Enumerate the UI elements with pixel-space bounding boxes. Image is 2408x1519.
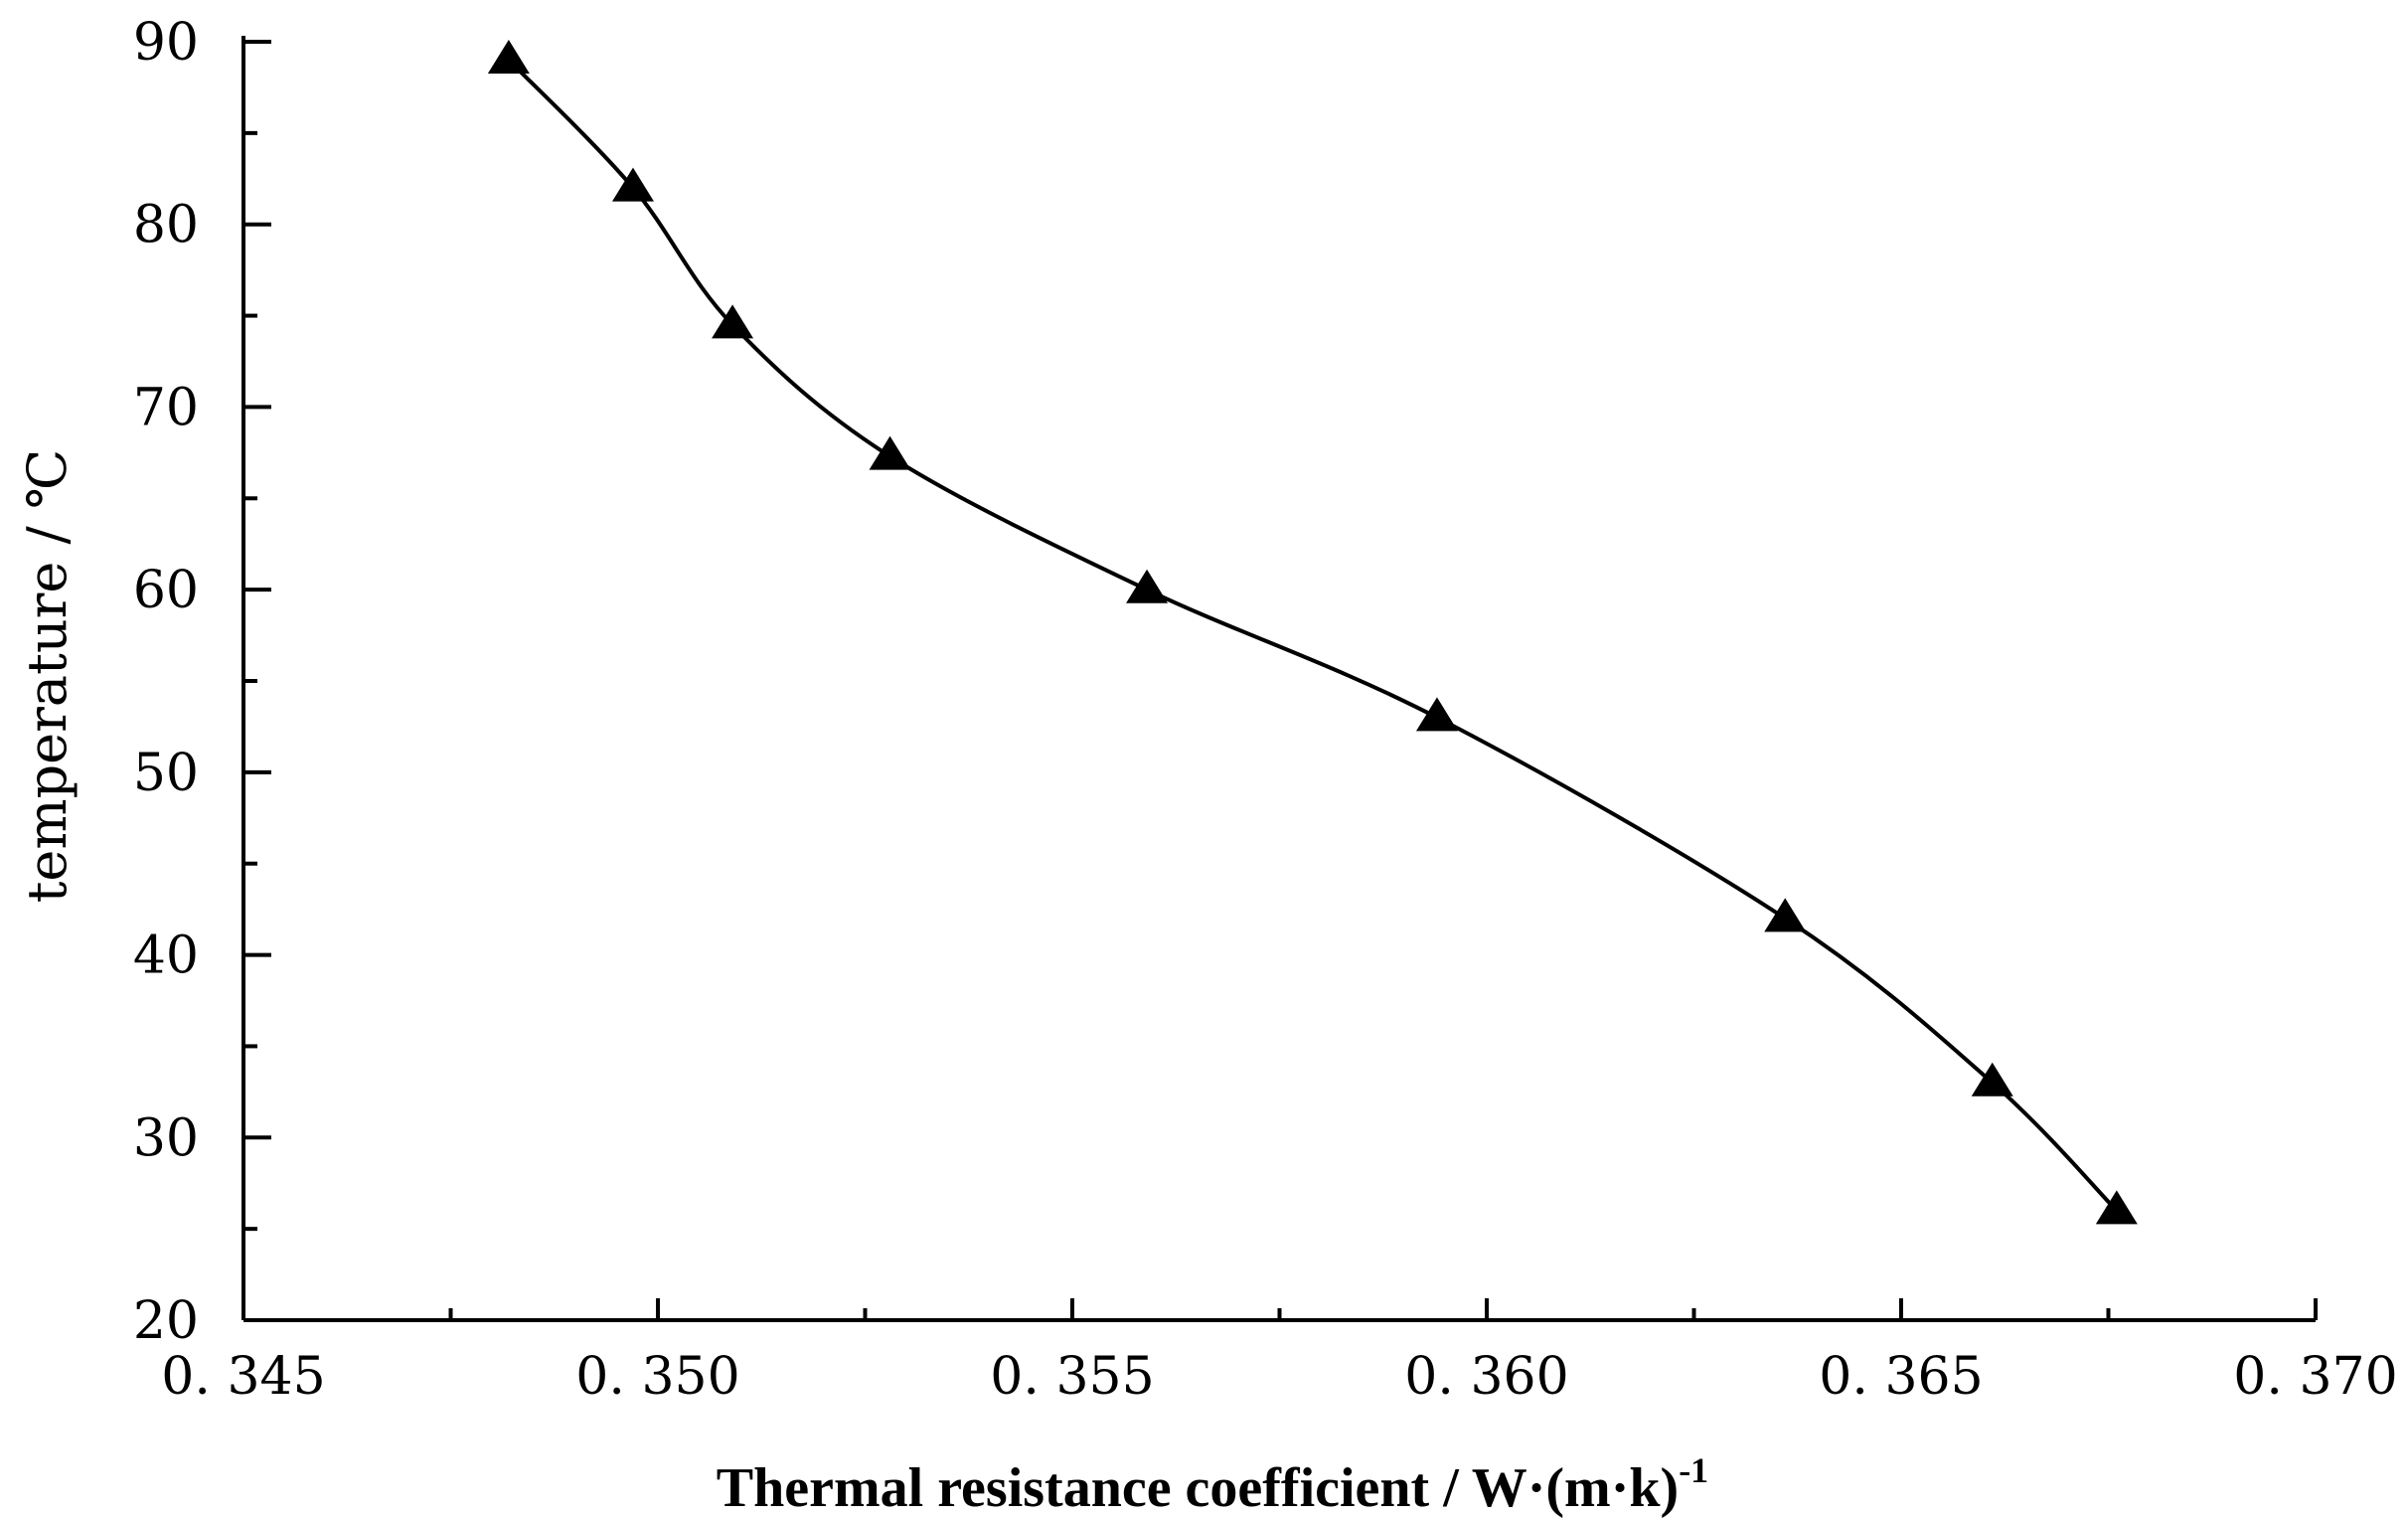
- data-point-marker: [1764, 898, 1807, 932]
- x-tick-label: 0. 365: [1819, 1347, 1983, 1407]
- markers: [487, 39, 2138, 1225]
- y-tick-label: 50: [133, 744, 199, 803]
- y-tick-label: 20: [133, 1291, 199, 1351]
- data-point-marker: [611, 167, 654, 202]
- x-tick-label: 0. 355: [990, 1347, 1154, 1407]
- y-tick-label: 40: [133, 927, 199, 986]
- data-point-marker: [1971, 1062, 2013, 1097]
- axes: [241, 36, 2316, 1322]
- x-tick-label: 0. 360: [1404, 1347, 1568, 1407]
- data-point-marker: [712, 304, 754, 339]
- y-tick-label: 60: [133, 561, 199, 620]
- x-tick-label: 0. 370: [2233, 1347, 2397, 1407]
- ticks: [241, 40, 2318, 1322]
- y-axis-title: temperature / ℃: [16, 449, 79, 904]
- x-tick-label: 0. 345: [161, 1347, 325, 1407]
- x-axis-title: Thermal resistance coefficient / W·(m·k)…: [717, 1450, 1708, 1519]
- series: [507, 58, 2119, 1213]
- tick-labels: 20 30 40 50 60 70 80 90 0. 345 0. 350 0. 355 0. 360…: [133, 13, 2398, 1407]
- data-point-marker: [869, 435, 911, 470]
- y-tick-label: 70: [133, 378, 199, 437]
- data-point-marker: [1126, 569, 1169, 603]
- y-tick-label: 80: [133, 196, 199, 255]
- x-axis-title-superscript: -1: [1679, 1450, 1708, 1490]
- series-line-0: [507, 58, 2119, 1213]
- data-point-marker: [487, 39, 530, 74]
- data-point-marker: [1415, 697, 1458, 732]
- y-tick-label: 90: [133, 13, 199, 73]
- x-tick-label: 0. 350: [575, 1347, 739, 1407]
- y-tick-label: 30: [133, 1108, 199, 1168]
- data-point-marker: [2095, 1190, 2138, 1225]
- x-axis-title-main: Thermal resistance coefficient / W·(m·k): [717, 1457, 1679, 1519]
